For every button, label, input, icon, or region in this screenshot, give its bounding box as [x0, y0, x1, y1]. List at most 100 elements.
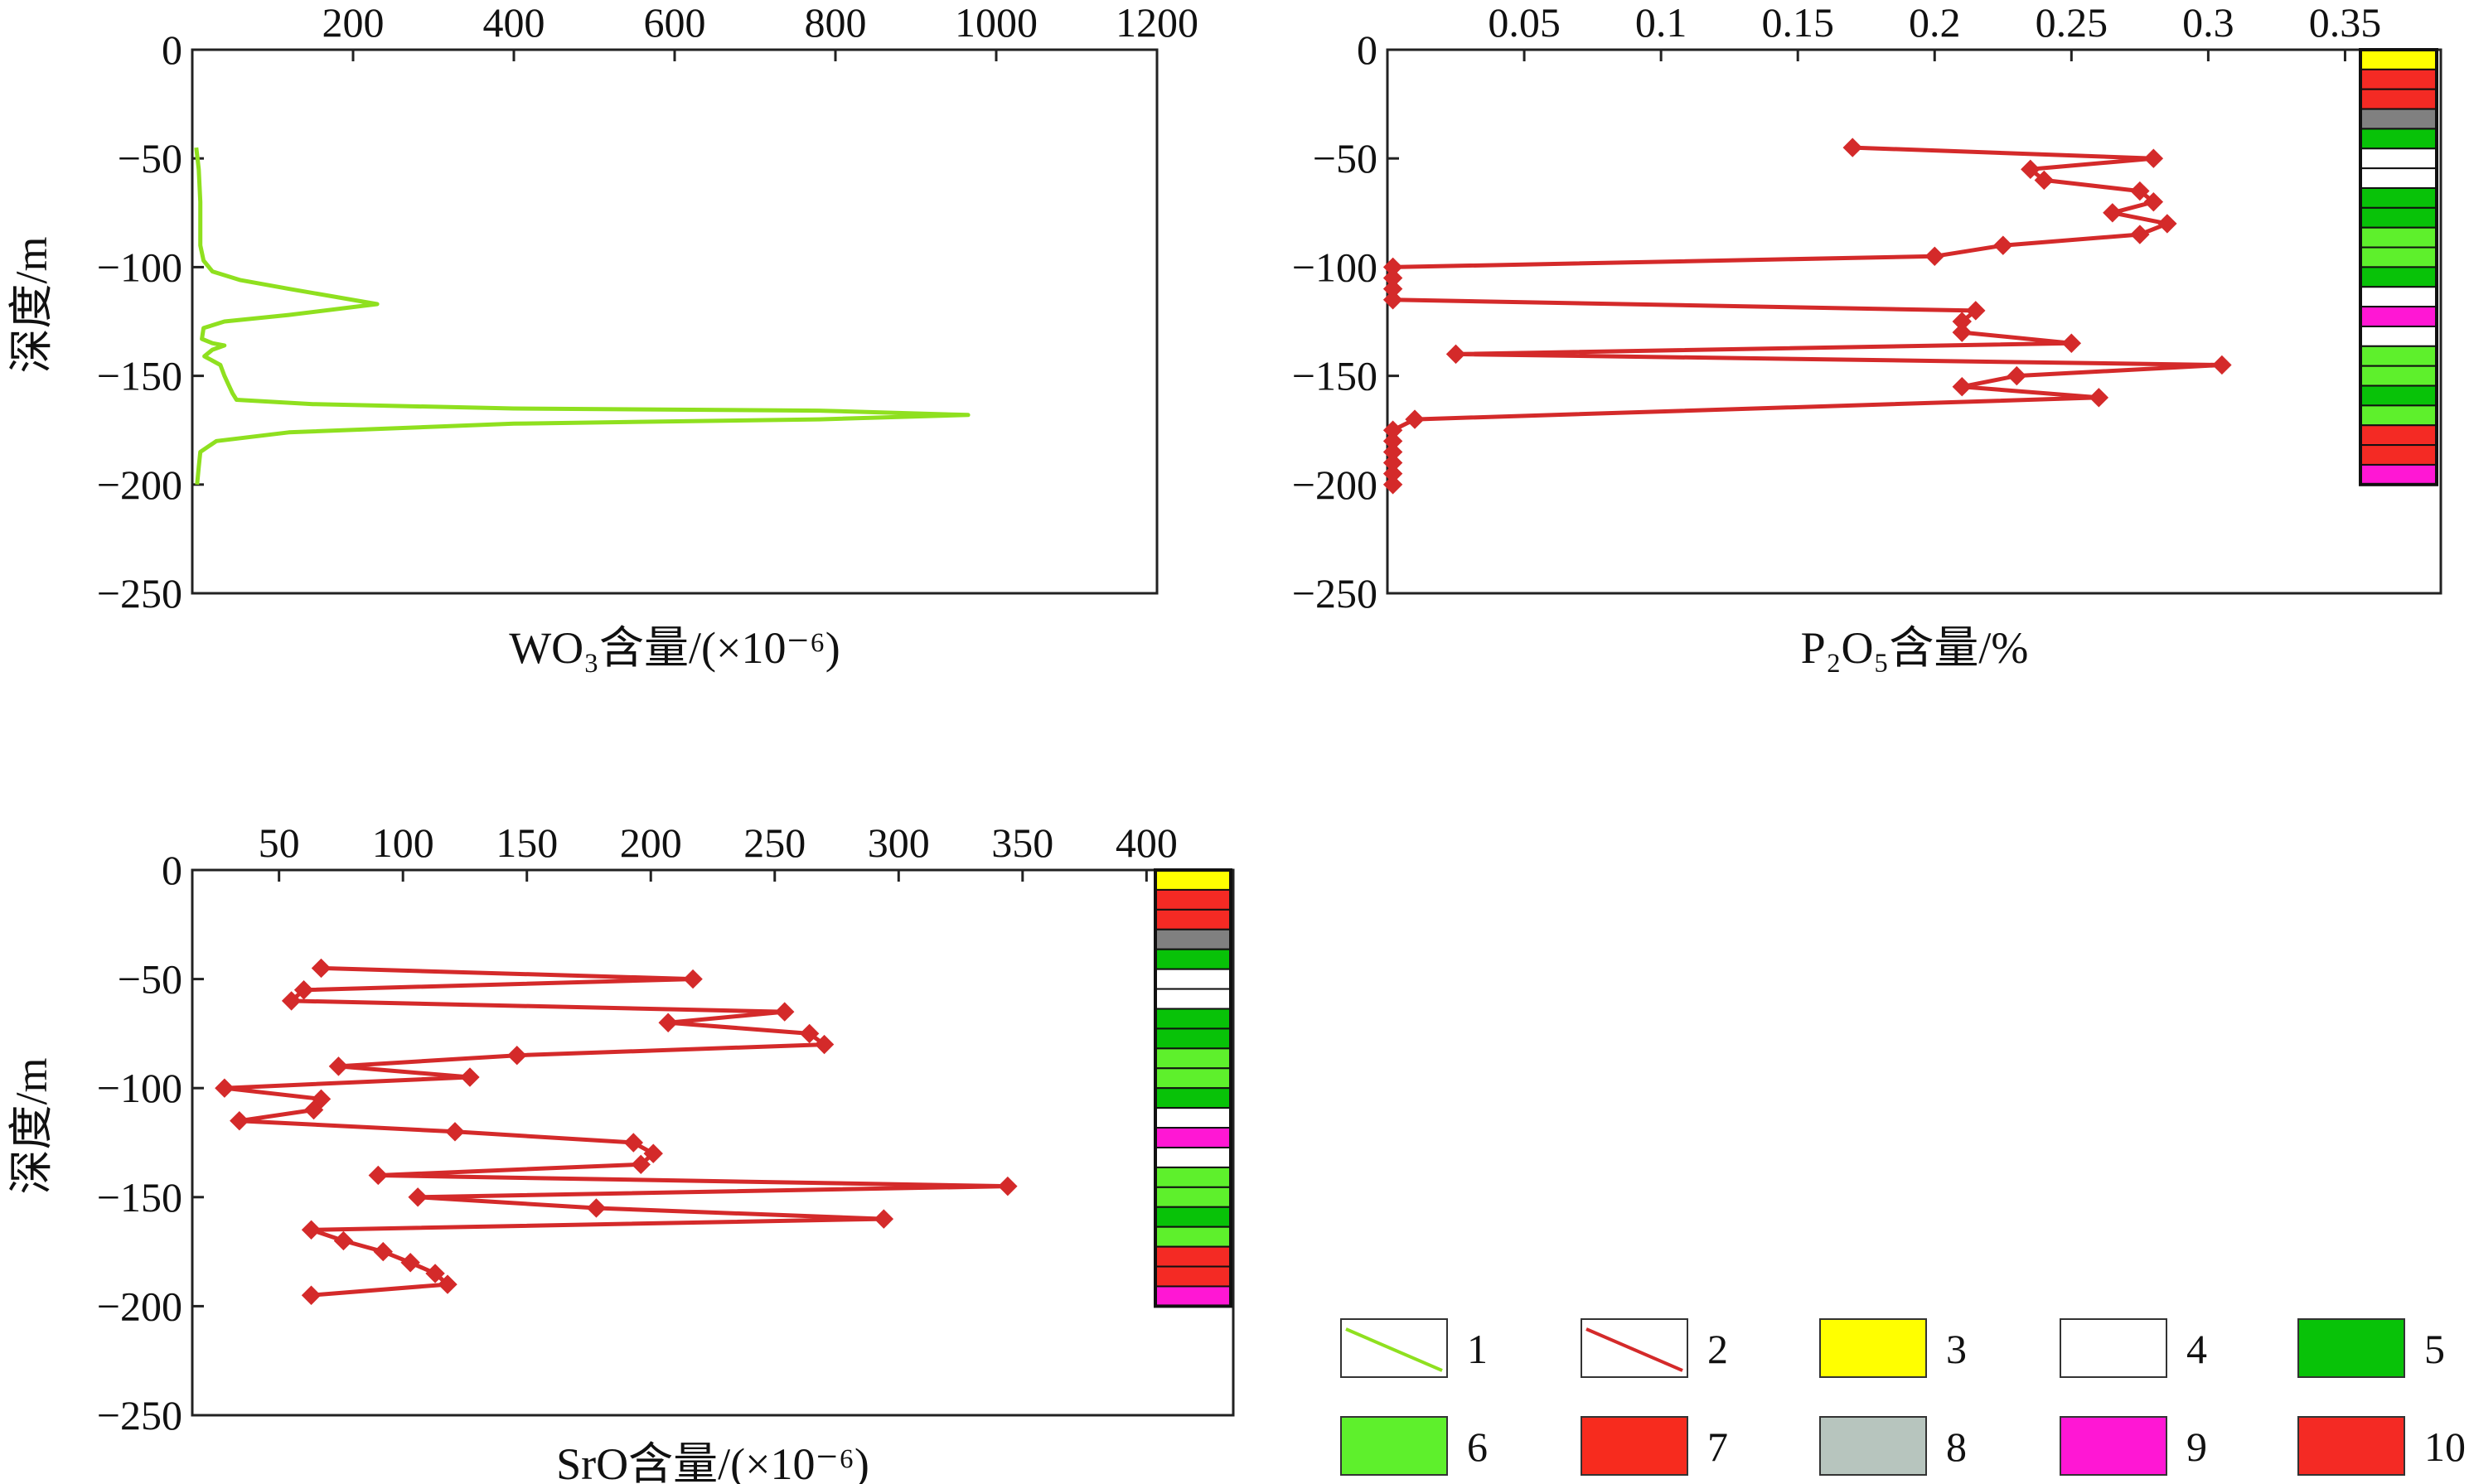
y-tick-label: −50: [118, 956, 182, 1003]
data-point: [425, 1264, 445, 1283]
data-point: [1952, 377, 1972, 397]
x-tick-label: 1000: [955, 0, 1038, 46]
data-point: [1445, 344, 1466, 365]
x-tick-label: 0.3: [2182, 0, 2234, 46]
lithology-layer: [1155, 1225, 1232, 1248]
x-tick-label: 0.25: [2036, 0, 2108, 46]
lithology-layer: [2360, 206, 2438, 229]
data-point: [2089, 388, 2109, 408]
data-point: [643, 1143, 663, 1163]
data-point: [2212, 355, 2232, 375]
lithology-layer: [2360, 463, 2438, 486]
data-point: [814, 1034, 835, 1055]
y-tick-label: −150: [97, 353, 182, 399]
legend-label: 1: [1467, 1326, 1488, 1372]
plot-frame: [191, 48, 1159, 595]
legend-swatch: [1340, 1416, 1448, 1476]
x-tick-label: 0.35: [2309, 0, 2382, 46]
data-point: [2143, 191, 2164, 212]
data-point: [1405, 409, 1425, 429]
data-point: [1382, 290, 1403, 310]
data-point: [460, 1067, 480, 1087]
lithology-layer: [2360, 266, 2438, 288]
x-tick-label: 50: [259, 819, 300, 866]
lithology-layer: [1155, 1206, 1232, 1228]
lithology-layer: [2360, 128, 2438, 150]
lithology-layer: [1155, 1285, 1232, 1308]
legend-swatch: [1581, 1416, 1688, 1476]
y-axis-label: 深度/m: [7, 236, 56, 373]
y-tick-label: −250: [97, 570, 182, 616]
x-tick-label: 150: [496, 819, 558, 866]
data-point: [328, 1056, 349, 1076]
legend-label: 3: [1946, 1326, 1967, 1372]
lithology-layer: [1155, 1186, 1232, 1208]
x-tick-label: 0.2: [1909, 0, 1961, 46]
lithology-layer: [2360, 306, 2438, 327]
lithology-layer: [1155, 1127, 1232, 1148]
lithology-layer: [1155, 1166, 1232, 1188]
data-point: [438, 1274, 457, 1294]
legend-label: 9: [2186, 1424, 2207, 1470]
lithology-layer: [1155, 928, 1232, 950]
legend-label: 8: [1946, 1424, 1967, 1470]
x-tick-label: 350: [991, 819, 1053, 866]
x-tick-label: 300: [868, 819, 930, 866]
x-tick-label: 400: [483, 0, 545, 46]
data-point: [1966, 301, 1986, 321]
legend-line-sample: [1585, 1327, 1683, 1372]
data-point: [2103, 203, 2123, 223]
x-tick-label: 200: [620, 819, 682, 866]
data-point: [400, 1253, 420, 1273]
y-tick-label: −250: [1292, 570, 1377, 616]
legend-swatch: [2297, 1318, 2405, 1378]
lithology-column-frame: [1154, 868, 1232, 1308]
data-point: [1382, 475, 1403, 495]
x-tick-label: 200: [322, 0, 385, 46]
legend-label: 2: [1707, 1326, 1728, 1372]
lithology-layer: [2360, 444, 2438, 466]
y-tick-label: −50: [118, 135, 182, 181]
data-point: [301, 1220, 322, 1240]
x-tick-label: 0.15: [1761, 0, 1834, 46]
legend-line-sample: [1345, 1327, 1443, 1372]
data-point: [658, 1013, 678, 1032]
x-tick-label: 1200: [1116, 0, 1198, 46]
lithology-layer: [2360, 246, 2438, 268]
y-tick-label: −200: [97, 1283, 182, 1329]
lithology-layer: [2360, 68, 2438, 90]
legend-label: 4: [2186, 1326, 2207, 1372]
lithology-layer: [1155, 948, 1232, 970]
data-point: [998, 1176, 1018, 1196]
data-point: [2034, 170, 2055, 191]
x-axis-label: P₂O₅含量/%: [1801, 623, 2029, 673]
y-tick-label: −150: [97, 1174, 182, 1221]
x-tick-label: 400: [1116, 819, 1178, 866]
y-tick-label: −200: [1292, 462, 1377, 508]
legend-swatch: [2060, 1318, 2167, 1378]
data-point: [230, 1110, 249, 1131]
y-tick-label: −200: [97, 462, 182, 508]
y-tick-label: −250: [97, 1392, 182, 1438]
lithology-layer: [1155, 988, 1232, 1010]
lithology-layer: [2360, 167, 2438, 189]
data-point: [2007, 365, 2027, 386]
y-tick-label: 0: [162, 27, 182, 73]
lithology-layer: [2360, 345, 2438, 367]
x-tick-label: 600: [644, 0, 706, 46]
data-point: [1993, 235, 2013, 255]
series-line: [194, 147, 971, 486]
data-point: [311, 958, 332, 979]
data-point: [1924, 246, 1944, 266]
legend-label: 6: [1467, 1424, 1488, 1470]
lithology-layer: [2360, 384, 2438, 407]
lithology-layer: [2360, 49, 2438, 70]
lithology-layer: [1155, 908, 1232, 931]
lithology-layer: [1155, 1027, 1232, 1050]
lithology-layer: [2360, 365, 2438, 387]
lithology-layer: [2360, 147, 2438, 170]
legend-label: 10: [2424, 1424, 2466, 1470]
data-point: [874, 1209, 894, 1229]
plot-frame: [1386, 48, 2442, 595]
data-point: [2061, 333, 2082, 353]
